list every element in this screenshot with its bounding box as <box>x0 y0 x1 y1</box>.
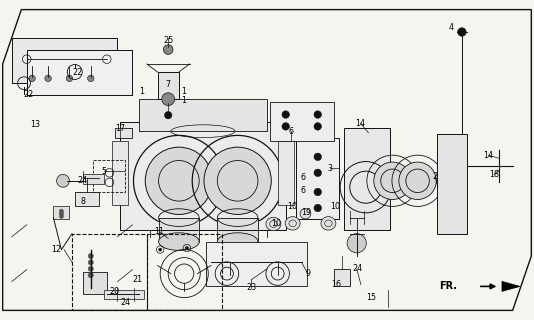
Circle shape <box>458 28 466 36</box>
Text: 11: 11 <box>154 228 164 236</box>
Circle shape <box>88 260 93 265</box>
Circle shape <box>145 147 213 214</box>
Text: 20: 20 <box>110 287 120 296</box>
Circle shape <box>163 45 173 54</box>
Text: 3: 3 <box>327 164 333 172</box>
Bar <box>344 128 390 230</box>
Circle shape <box>314 188 321 196</box>
Polygon shape <box>27 51 132 95</box>
Circle shape <box>282 123 289 130</box>
Text: 14: 14 <box>484 151 493 160</box>
Ellipse shape <box>321 217 336 230</box>
Bar <box>437 134 467 234</box>
Bar <box>120 122 286 230</box>
Circle shape <box>159 248 162 251</box>
Text: 17: 17 <box>115 124 125 132</box>
Bar <box>206 242 307 286</box>
Bar <box>53 206 69 219</box>
Bar <box>75 192 99 206</box>
Circle shape <box>29 75 35 82</box>
Text: 10: 10 <box>272 220 281 228</box>
Text: 24: 24 <box>121 298 130 307</box>
Bar <box>278 141 294 205</box>
Bar <box>158 72 179 99</box>
Bar <box>159 218 199 242</box>
Polygon shape <box>12 38 117 83</box>
Bar <box>104 290 144 299</box>
Circle shape <box>88 253 93 259</box>
Ellipse shape <box>266 217 281 231</box>
Bar <box>83 272 107 294</box>
Circle shape <box>66 75 73 82</box>
Text: 25: 25 <box>163 36 174 44</box>
Circle shape <box>88 273 93 278</box>
Text: 12: 12 <box>51 245 61 254</box>
Text: 24: 24 <box>78 176 88 185</box>
Circle shape <box>59 209 64 213</box>
Text: 6: 6 <box>300 173 305 182</box>
Text: 21: 21 <box>133 276 143 284</box>
Text: 14: 14 <box>356 119 365 128</box>
Text: 4: 4 <box>449 23 454 32</box>
Circle shape <box>314 111 321 118</box>
Circle shape <box>282 111 289 118</box>
Text: 9: 9 <box>305 269 310 278</box>
Text: 13: 13 <box>30 120 40 129</box>
Circle shape <box>185 246 189 250</box>
Ellipse shape <box>217 233 258 250</box>
Circle shape <box>347 234 366 253</box>
Ellipse shape <box>159 233 199 250</box>
Circle shape <box>204 147 271 214</box>
Text: 23: 23 <box>246 284 256 292</box>
Text: 22: 22 <box>72 68 83 76</box>
Circle shape <box>314 204 321 212</box>
Text: 1: 1 <box>181 87 186 96</box>
Ellipse shape <box>285 217 300 230</box>
Circle shape <box>162 93 175 106</box>
Text: 18: 18 <box>489 170 499 179</box>
Text: 1: 1 <box>181 96 186 105</box>
Circle shape <box>59 212 64 216</box>
Circle shape <box>399 162 436 199</box>
Circle shape <box>57 174 69 187</box>
Circle shape <box>45 75 51 82</box>
Circle shape <box>88 75 94 82</box>
Text: 6: 6 <box>288 127 294 136</box>
Bar <box>334 269 350 286</box>
Text: 8: 8 <box>80 197 85 206</box>
Bar <box>147 234 222 310</box>
Circle shape <box>88 266 93 271</box>
Bar <box>112 141 128 205</box>
Circle shape <box>59 214 64 219</box>
Text: 24: 24 <box>353 264 363 273</box>
Circle shape <box>314 169 321 177</box>
Text: 16: 16 <box>332 280 341 289</box>
Ellipse shape <box>300 209 311 219</box>
Text: 2: 2 <box>433 172 438 180</box>
Text: 5: 5 <box>101 167 107 176</box>
Text: 6: 6 <box>300 186 305 195</box>
Bar <box>115 128 132 138</box>
Text: 7: 7 <box>166 80 171 89</box>
Bar <box>72 234 147 310</box>
Circle shape <box>374 162 411 199</box>
Text: 10: 10 <box>331 202 340 211</box>
Bar <box>270 102 334 141</box>
Circle shape <box>314 153 321 161</box>
Bar <box>93 160 125 192</box>
Text: FR.: FR. <box>439 281 457 292</box>
Bar <box>296 138 339 219</box>
Circle shape <box>164 111 172 119</box>
Text: 19: 19 <box>301 208 311 217</box>
Bar <box>139 99 267 131</box>
Polygon shape <box>502 281 520 292</box>
Circle shape <box>314 123 321 130</box>
Text: 15: 15 <box>366 293 376 302</box>
Text: 10: 10 <box>288 202 297 211</box>
Bar <box>217 218 258 242</box>
Text: 22: 22 <box>23 90 34 99</box>
Text: 1: 1 <box>139 87 144 96</box>
Bar <box>83 174 104 184</box>
